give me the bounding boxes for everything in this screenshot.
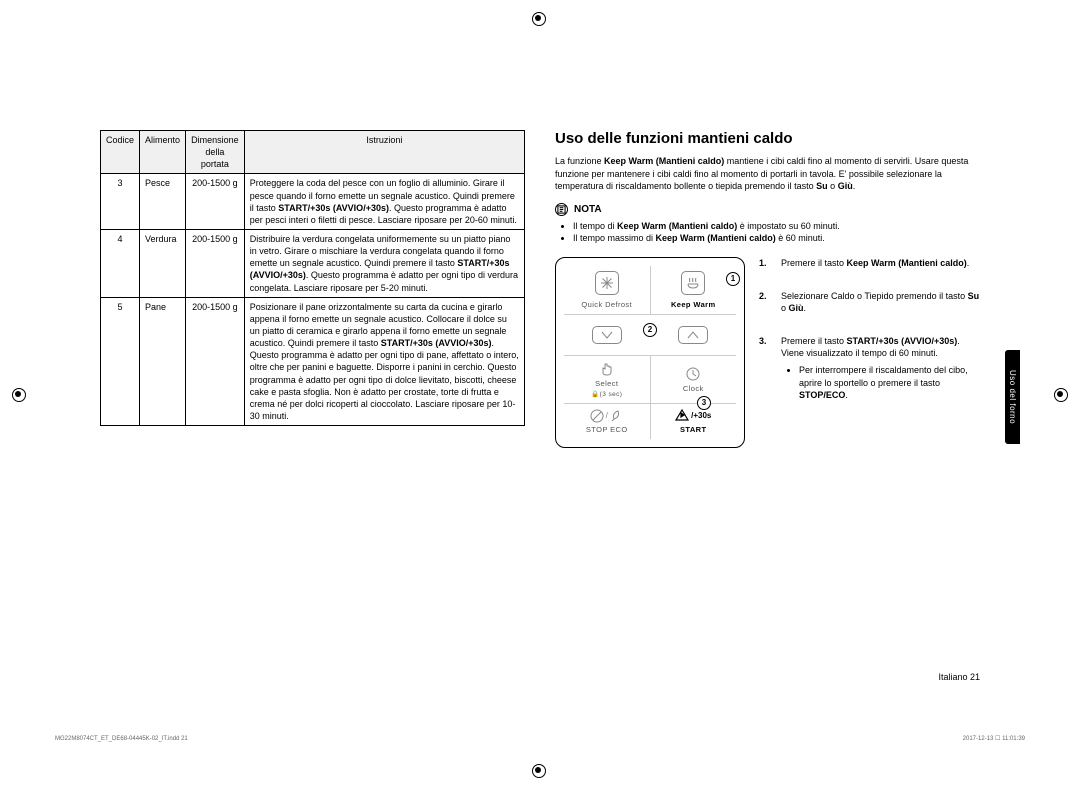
- step-3: 3. Premere il tasto START/+30s (AVVIO/+3…: [759, 335, 985, 402]
- col-codice: Codice: [101, 131, 140, 174]
- instruction-row: Quick Defrost Keep Warm 1: [555, 257, 985, 448]
- stop-eco-button: / STOP ECO: [564, 404, 651, 439]
- right-column: Uso delle funzioni mantieni caldo La fun…: [555, 130, 985, 665]
- nota-list: Il tempo di Keep Warm (Mantieni caldo) è…: [573, 220, 985, 245]
- cell-code: 4: [101, 229, 140, 297]
- step-sub-item: Per interrompere il riscaldamento del ci…: [799, 364, 985, 402]
- side-tab: Uso del forno: [1005, 350, 1020, 444]
- step-text: Selezionare Caldo o Tiepido premendo il …: [781, 290, 985, 315]
- clock-icon: [685, 366, 701, 382]
- select-button: Select 🔒(3 sec): [564, 356, 651, 403]
- keep-warm-icon: [681, 271, 705, 295]
- stop-eco-label: STOP ECO: [586, 425, 628, 434]
- step-number: 3.: [759, 335, 771, 402]
- control-panel-diagram: Quick Defrost Keep Warm 1: [555, 257, 745, 448]
- select-sub-label: (3 sec): [600, 391, 623, 398]
- callout-3: 3: [697, 396, 711, 410]
- nota-label: NOTA: [574, 204, 602, 215]
- quick-defrost-label: Quick Defrost: [581, 300, 632, 309]
- col-alimento: Alimento: [140, 131, 186, 174]
- col-istruzioni: Istruzioni: [244, 131, 524, 174]
- callout-1: 1: [726, 272, 740, 286]
- plus-30s-label: /+30s: [691, 411, 711, 420]
- step-text: Premere il tasto Keep Warm (Mantieni cal…: [781, 257, 985, 270]
- nota-header: NOTA: [555, 203, 985, 216]
- intro-text: La funzione Keep Warm (Mantieni caldo) m…: [555, 155, 985, 193]
- cooking-programs-table: Codice Alimento Dimensione della portata…: [100, 130, 525, 426]
- quick-defrost-button: Quick Defrost: [564, 266, 651, 314]
- cell-instr: Proteggere la coda del pesce con un fogl…: [244, 174, 524, 230]
- table-row: 4 Verdura 200-1500 g Distribuire la verd…: [101, 229, 525, 297]
- down-arrow-button: [564, 321, 650, 349]
- registration-mark: [532, 12, 546, 26]
- step-2: 2. Selezionare Caldo o Tiepido premendo …: [759, 290, 985, 315]
- cell-size: 200-1500 g: [186, 229, 245, 297]
- page-content: Codice Alimento Dimensione della portata…: [100, 130, 985, 665]
- note-icon: [555, 203, 568, 216]
- steps-list: 1. Premere il tasto Keep Warm (Mantieni …: [759, 257, 985, 448]
- step-sublist: Per interrompere il riscaldamento del ci…: [799, 364, 985, 402]
- clock-label: Clock: [683, 384, 704, 393]
- start-label: START: [680, 425, 706, 434]
- cell-food: Pesce: [140, 174, 186, 230]
- cell-code: 5: [101, 297, 140, 425]
- left-column: Codice Alimento Dimensione della portata…: [100, 130, 525, 665]
- lock-icon: 🔒: [591, 391, 600, 398]
- cell-code: 3: [101, 174, 140, 230]
- footer-filename: MG22M8074CT_ET_DE68-04445K-02_IT.indd 21: [55, 736, 188, 742]
- cell-instr: Posizionare il pane orizzontalmente su c…: [244, 297, 524, 425]
- keep-warm-label: Keep Warm: [671, 300, 716, 309]
- select-label: Select: [595, 379, 618, 388]
- callout-2: 2: [643, 323, 657, 337]
- nota-item: Il tempo massimo di Keep Warm (Mantieni …: [573, 232, 985, 245]
- step-1: 1. Premere il tasto Keep Warm (Mantieni …: [759, 257, 985, 270]
- nota-item: Il tempo di Keep Warm (Mantieni caldo) è…: [573, 220, 985, 233]
- snowflake-icon: [595, 271, 619, 295]
- chevron-down-icon: [592, 326, 622, 344]
- chevron-up-icon: [678, 326, 708, 344]
- start-icon: [675, 409, 689, 423]
- cell-food: Verdura: [140, 229, 186, 297]
- cell-size: 200-1500 g: [186, 297, 245, 425]
- up-arrow-button: [650, 321, 736, 349]
- cell-instr: Distribuire la verdura congelata uniform…: [244, 229, 524, 297]
- section-title: Uso delle funzioni mantieni caldo: [555, 130, 985, 147]
- eco-icon: [610, 409, 624, 423]
- step-number: 1.: [759, 257, 771, 270]
- table-row: 3 Pesce 200-1500 g Proteggere la coda de…: [101, 174, 525, 230]
- footer-timestamp: 2017-12-13 ☐ 11:01:39: [963, 735, 1025, 742]
- cell-food: Pane: [140, 297, 186, 425]
- registration-mark: [1054, 388, 1068, 402]
- stop-icon: [590, 409, 604, 423]
- registration-mark: [12, 388, 26, 402]
- hand-icon: [599, 361, 615, 377]
- cell-size: 200-1500 g: [186, 174, 245, 230]
- page-footer-right: Italiano 21: [938, 672, 980, 682]
- keep-warm-button: Keep Warm 1: [651, 266, 737, 314]
- step-number: 2.: [759, 290, 771, 315]
- table-row: 5 Pane 200-1500 g Posizionare il pane or…: [101, 297, 525, 425]
- clock-button: Clock 3: [651, 356, 737, 403]
- start-button: /+30s START: [651, 404, 737, 439]
- col-dimensione: Dimensione della portata: [186, 131, 245, 174]
- registration-mark: [532, 764, 546, 778]
- step-text: Premere il tasto START/+30s (AVVIO/+30s)…: [781, 335, 985, 402]
